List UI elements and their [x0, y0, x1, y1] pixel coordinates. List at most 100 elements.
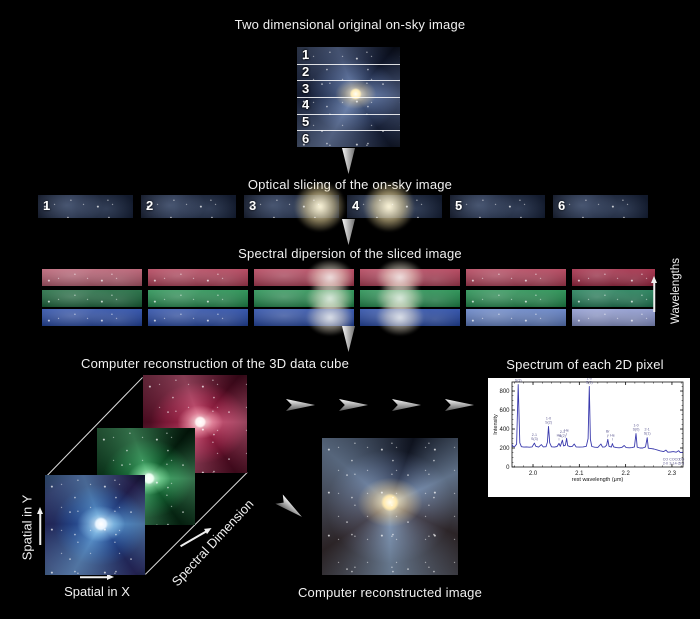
svg-text:1-0: 1-0 [546, 416, 551, 420]
svg-text:CO: CO [663, 458, 669, 462]
dispersed-strip [42, 269, 142, 286]
sliced-strip: 4 [347, 195, 442, 218]
svg-text:2-1: 2-1 [645, 428, 650, 432]
svg-text:rest wavelength (μm): rest wavelength (μm) [572, 477, 624, 483]
svg-text:2-0: 2-0 [663, 462, 668, 466]
svg-text:S(1): S(1) [644, 432, 651, 436]
svg-text:CO: CO [675, 458, 681, 462]
diagonal-arrow-icon [275, 494, 305, 521]
svg-text:2.2: 2.2 [621, 471, 630, 477]
dispersion-row-red [0, 269, 700, 286]
svg-text:2-1: 2-1 [532, 433, 537, 437]
svg-text:Br: Br [606, 429, 610, 433]
strip-number: 2 [146, 198, 154, 213]
svg-text:S(3): S(3) [531, 437, 538, 441]
svg-text:I: I [612, 438, 613, 442]
down-arrow-icon [342, 326, 355, 352]
axis-label-spatial-x: Spatial in X [64, 584, 130, 599]
svg-text:1-0: 1-0 [516, 378, 521, 379]
dispersed-strip [254, 290, 354, 307]
sliced-strip: 1 [38, 195, 133, 218]
dispersed-strip [466, 269, 566, 286]
strip-number: 1 [43, 198, 51, 213]
sliced-strip: 3 [244, 195, 339, 218]
svg-text:400: 400 [499, 427, 510, 433]
slice-divider [297, 113, 400, 115]
svg-text:0: 0 [506, 465, 510, 471]
svg-text:He: He [610, 434, 615, 438]
onsky-image: 1 2 3 4 5 6 [297, 47, 400, 147]
dispersed-strip [148, 290, 248, 307]
wavelengths-arrow-icon [650, 276, 658, 312]
onsky-slice-number: 1 [302, 47, 310, 62]
svg-text:He: He [557, 433, 562, 437]
slice-divider [297, 63, 400, 65]
dispersed-strip [466, 290, 566, 307]
svg-text:800: 800 [499, 389, 510, 395]
dispersed-strip [360, 309, 460, 326]
spatial-x-arrow-icon [80, 573, 114, 581]
dispersion-row-blue [0, 309, 700, 326]
svg-text:CO: CO [679, 458, 685, 462]
svg-text:1-0: 1-0 [633, 424, 638, 428]
dispersed-strip [360, 269, 460, 286]
dispersed-strip [572, 290, 655, 307]
title-slicing: Optical slicing of the on-sky image [247, 177, 453, 192]
svg-text:2.1: 2.1 [575, 471, 584, 477]
slice-divider [297, 80, 400, 82]
strip-number: 3 [249, 198, 257, 213]
reconstructed-image [322, 438, 458, 575]
svg-text:He: He [564, 428, 569, 432]
dispersed-strip [572, 309, 655, 326]
svg-text:2.3: 2.3 [668, 471, 677, 477]
down-arrow-icon [342, 148, 355, 174]
dispersion-row-green [0, 290, 700, 307]
right-arrow-icon [392, 399, 421, 411]
slice-divider [297, 97, 400, 98]
spectrum-plot: 2.0 2.1 2.2 2.3 0 200 400 600 800 rest wavelength… [488, 378, 690, 497]
onsky-slice-number: 6 [302, 131, 310, 146]
title-dispersion: Spectral dipersion of the sliced image [238, 246, 462, 261]
svg-text:Intensity: Intensity [493, 414, 499, 435]
strip-number: 6 [558, 198, 566, 213]
wavelengths-label: Wavelengths [670, 257, 682, 325]
svg-text:I: I [566, 432, 567, 436]
svg-text:2.0: 2.0 [529, 471, 538, 477]
dispersed-strip [148, 269, 248, 286]
dispersed-strip [42, 290, 142, 307]
svg-text:S(2): S(2) [545, 420, 552, 424]
svg-text:S(2): S(2) [559, 434, 566, 438]
dispersed-strip [466, 309, 566, 326]
down-arrow-icon [342, 219, 355, 245]
onsky-slice-number: 2 [302, 64, 310, 79]
dispersed-strip [42, 309, 142, 326]
dispersed-strip [254, 269, 354, 286]
cube-plane-red [143, 375, 247, 473]
right-arrow-icon [339, 399, 368, 411]
svg-text:CO: CO [669, 458, 675, 462]
svg-text:200: 200 [499, 446, 510, 452]
sliced-strip: 2 [141, 195, 236, 218]
spatial-y-arrow-icon [36, 507, 44, 545]
title-reconstructed: Computer reconstructed image [297, 585, 483, 600]
strip-number: 4 [352, 198, 360, 213]
title-onsky: Two dimensional original on-sky image [234, 17, 466, 32]
svg-text:2-1: 2-1 [560, 430, 565, 434]
svg-text:S(3): S(3) [515, 379, 522, 383]
sliced-strip: 5 [450, 195, 545, 218]
strip-number: 5 [455, 198, 463, 213]
slice-divider [297, 130, 400, 132]
onsky-slice-number: 3 [302, 81, 310, 96]
title-cube: Computer reconstruction of the 3D data c… [80, 356, 350, 371]
dispersed-strip [360, 290, 460, 307]
svg-text:4-2: 4-2 [675, 462, 680, 466]
svg-text:600: 600 [499, 408, 510, 414]
spectrum-chart: 2.0 2.1 2.2 2.3 0 200 400 600 800 rest wavelength… [493, 378, 685, 483]
svg-text:γ: γ [607, 433, 609, 437]
onsky-slice-number: 4 [302, 97, 310, 112]
svg-text:5-3: 5-3 [679, 462, 684, 466]
svg-text:S(1): S(1) [586, 380, 593, 384]
dispersed-strip [148, 309, 248, 326]
right-arrow-icon [286, 399, 315, 411]
